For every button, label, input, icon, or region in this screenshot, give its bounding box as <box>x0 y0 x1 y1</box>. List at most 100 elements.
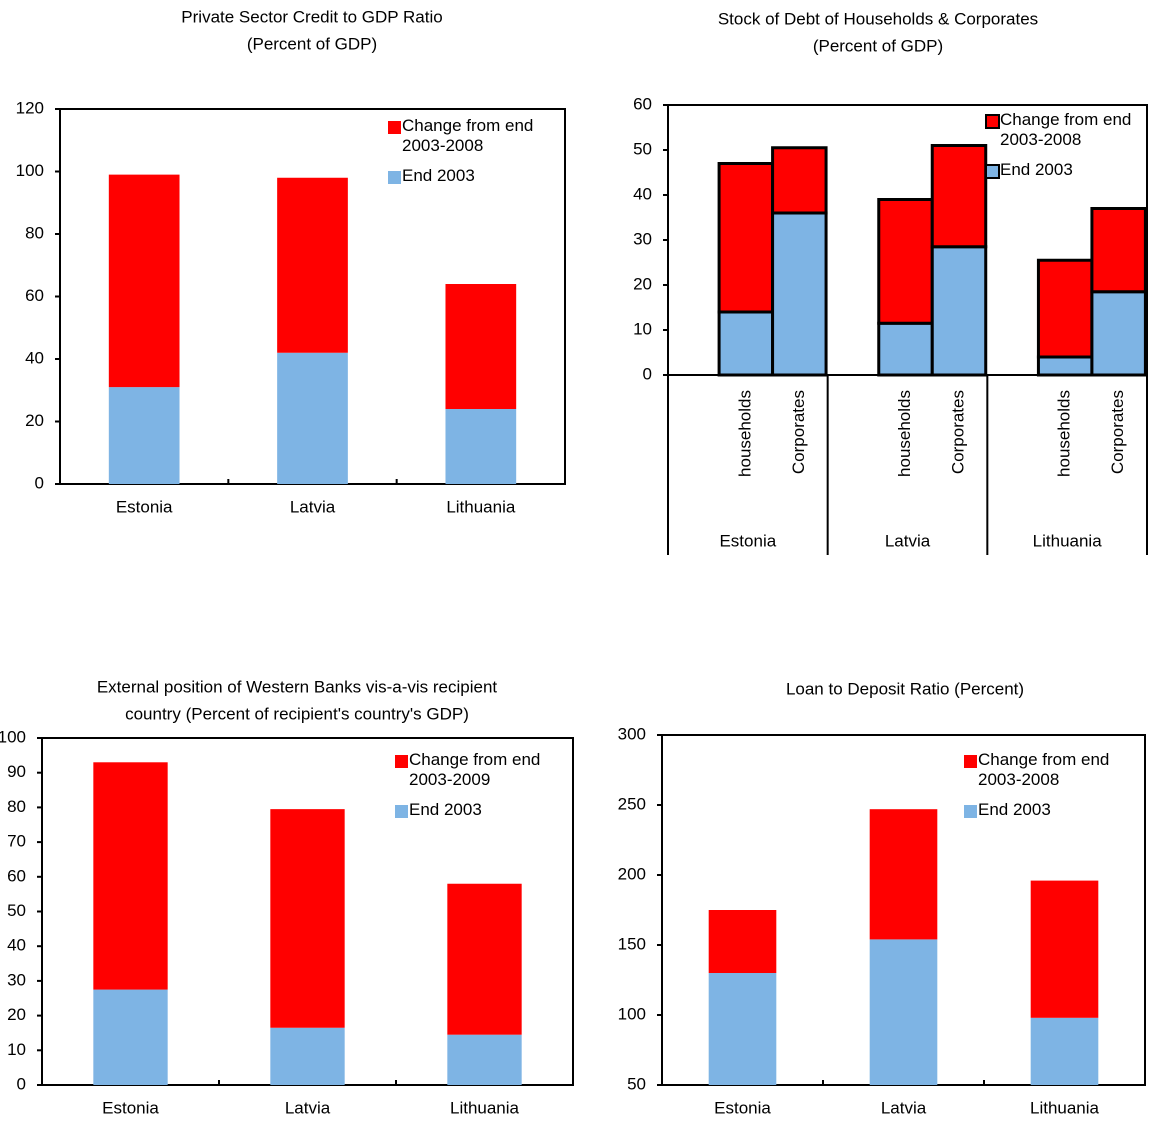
bar-segment <box>447 1034 522 1085</box>
chart-title: External position of Western Banks vis-a… <box>97 677 498 696</box>
x-tick-label: Estonia <box>714 1098 771 1117</box>
group-label: Latvia <box>885 531 931 550</box>
bar-segment <box>877 321 934 377</box>
y-tick-label: 40 <box>633 184 652 203</box>
bar-segment <box>717 310 775 377</box>
x-tick-label: households <box>1055 390 1074 477</box>
bar-segment <box>270 1027 345 1085</box>
y-tick-label: 60 <box>25 286 44 305</box>
x-tick-label: Corporates <box>1108 390 1127 474</box>
y-tick-label: 10 <box>7 1040 26 1059</box>
bar-segment <box>708 973 777 1085</box>
y-tick-label: 0 <box>643 364 652 383</box>
x-tick-label: Corporates <box>789 390 808 474</box>
y-tick-label: 80 <box>7 797 26 816</box>
chart-title: Loan to Deposit Ratio (Percent) <box>786 679 1024 698</box>
bar-segment <box>1090 207 1147 294</box>
y-tick-label: 250 <box>618 794 646 813</box>
legend-label: End 2003 <box>1000 160 1073 179</box>
legend-label: End 2003 <box>978 800 1051 819</box>
y-tick-label: 50 <box>633 139 652 158</box>
legend-swatch <box>395 805 408 818</box>
legend-label: Change from end 2003-2008 <box>402 116 534 155</box>
x-tick-label: Lithuania <box>450 1098 520 1117</box>
chart-subtitle: (Percent of GDP) <box>813 36 943 55</box>
x-tick-label: Corporates <box>948 390 967 474</box>
legend-entry: Change from end 2003-2008 <box>1000 110 1132 149</box>
legend-label: Change from end 2003-2008 <box>1000 110 1132 149</box>
y-tick-label: 60 <box>633 94 652 113</box>
bar-segment <box>270 809 345 1028</box>
x-tick-label: Lithuania <box>1030 1098 1100 1117</box>
legend-swatch <box>964 755 977 768</box>
x-tick-label: Latvia <box>881 1098 927 1117</box>
x-tick-label: Latvia <box>290 497 336 516</box>
legend-swatch <box>985 164 1000 179</box>
legend-label: Change from end 2003-2008 <box>978 750 1110 789</box>
legend-swatch <box>964 805 977 818</box>
y-tick-label: 0 <box>17 1074 26 1093</box>
chart-title: Stock of Debt of Households & Corporates <box>718 9 1038 28</box>
y-tick-label: 70 <box>7 832 26 851</box>
chart-subtitle: country (Percent of recipient's country'… <box>125 704 469 723</box>
chart-title: Private Sector Credit to GDP Ratio <box>181 7 442 26</box>
bar-segment <box>445 284 517 409</box>
y-tick-label: 100 <box>0 727 26 746</box>
x-tick-label: households <box>735 390 754 477</box>
y-tick-label: 40 <box>7 936 26 955</box>
y-tick-label: 80 <box>25 223 44 242</box>
y-tick-label: 100 <box>618 1004 646 1023</box>
bar-segment <box>1030 1017 1099 1085</box>
bar-segment <box>93 762 168 990</box>
y-tick-label: 30 <box>633 229 652 248</box>
y-tick-label: 0 <box>35 473 44 492</box>
legend-label: End 2003 <box>402 166 475 185</box>
x-tick-label: Latvia <box>285 1098 331 1117</box>
bar-segment <box>771 211 828 377</box>
legend-swatch <box>395 755 408 768</box>
y-tick-label: 200 <box>618 864 646 883</box>
bar-segment <box>108 387 180 484</box>
y-tick-label: 50 <box>627 1074 646 1093</box>
bar-segment <box>717 162 775 314</box>
bar-segment <box>277 177 348 353</box>
y-tick-label: 120 <box>16 98 44 117</box>
bar-segment <box>1030 880 1099 1018</box>
y-tick-label: 100 <box>16 161 44 180</box>
x-tick-label: households <box>895 390 914 477</box>
y-tick-label: 150 <box>618 934 646 953</box>
x-tick-label: Estonia <box>102 1098 159 1117</box>
bar-segment <box>930 144 988 249</box>
bar-segment <box>445 409 517 484</box>
y-tick-label: 300 <box>618 724 646 743</box>
bar-segment <box>447 883 522 1035</box>
y-tick-label: 90 <box>7 762 26 781</box>
x-tick-label: Estonia <box>116 497 173 516</box>
y-tick-label: 50 <box>7 901 26 920</box>
bar-segment <box>1090 290 1147 377</box>
group-label: Lithuania <box>1033 531 1103 550</box>
y-tick-label: 40 <box>25 348 44 367</box>
bar-segment <box>877 198 934 325</box>
bar-segment <box>1036 355 1094 377</box>
legend-entry: Change from end 2003-2009 <box>409 750 541 789</box>
legend-entry: Change from end 2003-2008 <box>978 750 1110 789</box>
legend-label: End 2003 <box>409 800 482 819</box>
legend-entry: Change from end 2003-2008 <box>402 116 534 155</box>
x-tick-label: Lithuania <box>446 497 516 516</box>
bar-segment <box>869 809 938 940</box>
bar-segment <box>1036 258 1094 359</box>
bar-segment <box>108 174 180 388</box>
y-tick-label: 30 <box>7 970 26 989</box>
legend-swatch <box>388 121 401 134</box>
group-label: Estonia <box>719 531 776 550</box>
chart-subtitle: (Percent of GDP) <box>247 34 377 53</box>
legend-entry: End 2003 <box>409 800 482 819</box>
legend-swatch <box>388 171 401 184</box>
legend-entry: End 2003 <box>402 166 475 185</box>
y-tick-label: 20 <box>633 274 652 293</box>
legend-label: Change from end 2003-2009 <box>409 750 541 789</box>
bar-segment <box>277 352 348 484</box>
y-tick-label: 10 <box>633 319 652 338</box>
